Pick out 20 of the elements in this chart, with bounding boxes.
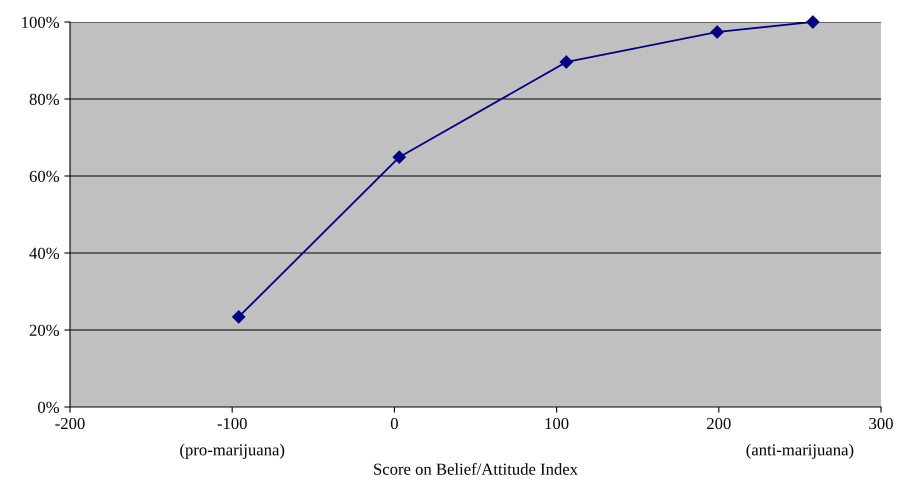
text: (anti-marijuana) <box>746 444 854 459</box>
x-tick-label: -100 <box>218 418 247 430</box>
text: (pro-marijuana) <box>180 444 284 459</box>
x-tick-label: 100 <box>546 418 568 430</box>
point <box>806 15 820 29</box>
y-tick-label: 80% <box>30 94 60 105</box>
y-tick-label: 60% <box>30 170 60 182</box>
x-tick-label: 300 <box>869 418 893 430</box>
y-tick-label: 0% <box>38 402 60 413</box>
point <box>710 25 724 39</box>
point <box>232 310 246 324</box>
x-tick-label: 200 <box>707 418 731 430</box>
point <box>560 55 573 69</box>
y-tick-label: 100% <box>22 16 60 28</box>
x-axis-title: Score on Belief/Attitude Index <box>374 462 578 475</box>
y-tick-label: 20% <box>30 324 60 336</box>
point <box>392 150 406 164</box>
x-tick-label: -200 <box>55 418 85 430</box>
x-tick-label: 0 <box>390 418 398 430</box>
y-tick-label: 40% <box>29 248 60 259</box>
